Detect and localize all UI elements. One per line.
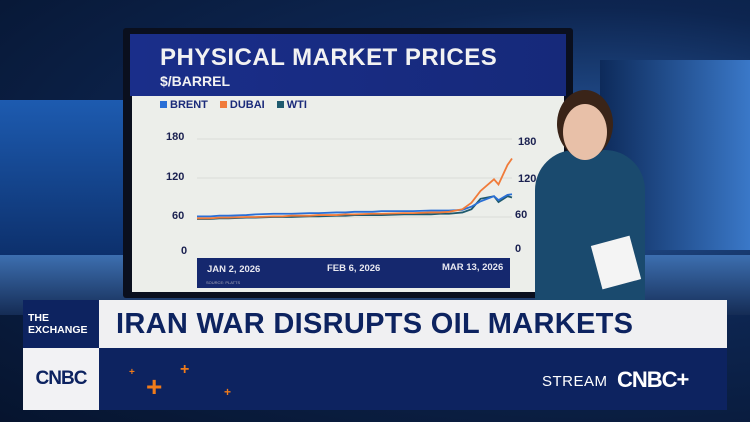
x-tick-label: MAR 13, 2026 xyxy=(442,262,504,273)
plus-decoration-icon: + xyxy=(146,371,163,402)
chart-legend: BRENT DUBAI WTI xyxy=(160,99,307,112)
legend-item-wti: WTI xyxy=(276,99,307,112)
plus-decoration-icon: + xyxy=(224,385,232,399)
plus-decoration-icon: + xyxy=(180,361,190,378)
y-tick-right: 120 xyxy=(518,173,537,185)
x-tick-label: JAN 2, 2026 xyxy=(207,264,261,275)
stream-label: STREAM xyxy=(542,373,608,390)
y-tick-left: 180 xyxy=(166,131,185,143)
x-tick-label: FEB 6, 2026 xyxy=(327,263,381,274)
y-tick-right: 180 xyxy=(518,136,537,148)
legend-label: WTI xyxy=(286,99,307,111)
plus-decoration-icon: + xyxy=(129,367,135,378)
legend-item-brent: BRENT xyxy=(160,99,208,112)
series-line-dubai xyxy=(197,157,513,220)
cnbc-plus-logo: CNBC+ xyxy=(617,367,689,392)
show-name: THE EXCHANGE xyxy=(23,300,99,348)
show-name-text: THE EXCHANGE xyxy=(28,312,88,336)
headline: IRAN WAR DISRUPTS OIL MARKETS xyxy=(99,300,727,348)
chart-title: PHYSICAL MARKET PRICES xyxy=(160,44,498,71)
y-tick-left: 60 xyxy=(172,210,185,222)
legend-label: DUBAI xyxy=(229,99,265,111)
legend-item-dubai: DUBAI xyxy=(219,99,265,112)
y-tick-left: 120 xyxy=(166,171,185,183)
cnbc-logo: CNBC xyxy=(23,348,99,410)
chart-subtitle: $/BARREL xyxy=(160,73,231,89)
date-band xyxy=(197,258,510,288)
y-tick-right: 0 xyxy=(515,243,522,255)
series-line-brent xyxy=(197,193,513,218)
studio-wall-left xyxy=(0,100,125,270)
presenter-head xyxy=(563,104,607,160)
chart-title-bar xyxy=(130,34,566,96)
y-tick-right: 60 xyxy=(515,209,528,221)
y-tick-left: 0 xyxy=(181,245,188,257)
lower-third-bar xyxy=(99,348,727,410)
legend-label: BRENT xyxy=(170,99,208,111)
chart-source: SOURCE: PLATTS xyxy=(206,280,241,285)
